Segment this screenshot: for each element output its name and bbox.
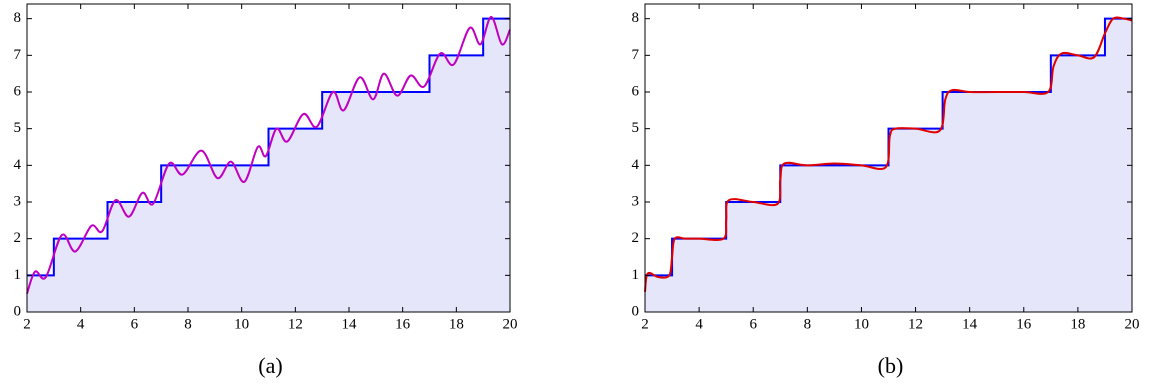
x-tick-label: 14 (962, 316, 978, 332)
x-tick-label: 18 (449, 316, 464, 332)
x-tick-label: 6 (749, 316, 757, 332)
x-tick-label: 4 (77, 316, 85, 332)
y-tick-label: 0 (14, 303, 22, 319)
x-tick-label: 2 (641, 316, 649, 332)
y-tick-label: 8 (632, 10, 640, 26)
y-tick-label: 1 (14, 267, 22, 283)
x-tick-label: 10 (854, 316, 869, 332)
y-tick-label: 2 (632, 230, 640, 246)
y-tick-label: 3 (14, 193, 22, 209)
x-tick-label: 16 (395, 316, 411, 332)
x-tick-label: 20 (503, 316, 518, 332)
caption: (a) (258, 353, 282, 378)
line (27, 17, 510, 277)
y-tick-label: 3 (632, 193, 640, 209)
x-tick-label: 4 (695, 316, 703, 332)
y-tick-label: 6 (14, 83, 22, 99)
x-tick-label: 16 (1016, 316, 1032, 332)
x-tick-label: 2 (23, 316, 31, 332)
y-tick-label: 2 (14, 230, 22, 246)
y-tick-label: 6 (632, 83, 640, 99)
x-tick-label: 8 (184, 316, 192, 332)
x-tick-label: 10 (234, 316, 249, 332)
y-tick-label: 0 (632, 303, 640, 319)
x-tick-label: 8 (804, 316, 812, 332)
y-tick-label: 7 (14, 47, 22, 63)
x-tick-label: 6 (131, 316, 139, 332)
x-tick-label: 12 (288, 316, 303, 332)
x-tick-label: 14 (342, 316, 358, 332)
x-tick-label: 20 (1125, 316, 1140, 332)
caption: (b) (878, 353, 904, 378)
frame (26, 3, 511, 313)
y-tick-label: 4 (632, 157, 640, 173)
y-tick-label: 5 (14, 120, 22, 136)
line (644, 16, 1133, 292)
y-tick-label: 7 (632, 47, 640, 63)
x-tick-label: 18 (1070, 316, 1085, 332)
y-tick-label: 4 (14, 157, 22, 173)
y-tick-label: 8 (14, 10, 22, 26)
line (26, 15, 511, 295)
y-tick-label: 5 (632, 120, 640, 136)
frame (644, 3, 1133, 313)
y-tick-label: 1 (632, 267, 640, 283)
x-tick-label: 12 (908, 316, 923, 332)
